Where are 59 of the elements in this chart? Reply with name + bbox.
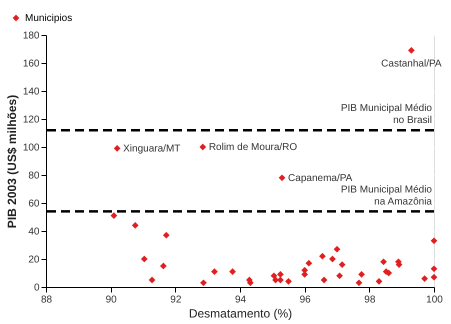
x-tick-label: 94: [234, 294, 246, 306]
point: [285, 278, 292, 285]
point: [148, 276, 156, 284]
point: [110, 212, 118, 219]
point: [199, 144, 206, 150]
y-tick-label: 100: [22, 142, 40, 154]
point: [376, 278, 382, 285]
point: [306, 260, 312, 267]
ref-line-label: PIB Municipal Médio no Brasil: [340, 103, 432, 126]
point: [211, 268, 218, 275]
point: [132, 222, 139, 229]
legend-label: Municipios: [25, 13, 72, 24]
point: [408, 47, 415, 54]
y-tick-label: 120: [22, 114, 40, 126]
x-tick-label: 90: [106, 294, 118, 306]
point: [430, 237, 438, 244]
point: [430, 265, 438, 272]
point: [160, 262, 167, 270]
annotation: Capanema/PA: [288, 172, 353, 184]
point: [320, 276, 328, 284]
y-tick-label: 60: [28, 198, 40, 210]
point: [200, 279, 207, 286]
y-tick-label: 160: [22, 58, 40, 70]
point: [358, 271, 365, 278]
x-tick-label: 92: [170, 294, 182, 306]
point: [140, 256, 148, 262]
annotation: Rolim de Moura/RO: [208, 142, 298, 153]
point: [301, 271, 308, 278]
ref-line-label: PIB Municipal Médio na Amazônia: [340, 184, 432, 208]
y-tick-label: 20: [28, 254, 40, 266]
y-axis-title: PIB 2003 (US$ milhões): [4, 94, 19, 228]
annotation: Castanhal/PA: [381, 58, 442, 70]
point: [277, 271, 284, 278]
x-tick-label: 100: [426, 294, 444, 306]
point: [380, 258, 387, 266]
point: [229, 268, 236, 275]
point: [421, 275, 428, 282]
point: [329, 256, 336, 262]
point: [114, 145, 120, 152]
point: [162, 232, 170, 239]
annotation: Xinguara/MT: [123, 143, 180, 154]
y-tick-label: 80: [28, 170, 40, 182]
point: [270, 272, 278, 280]
point: [336, 272, 343, 280]
y-tick-label: 140: [22, 86, 40, 98]
y-tick-label: 0: [34, 282, 40, 294]
point: [356, 279, 362, 286]
x-tick-label: 98: [364, 294, 376, 306]
point: [278, 174, 286, 182]
x-axis-title: Desmatamento (%): [188, 306, 292, 320]
y-tick-label: 40: [28, 226, 40, 238]
point: [334, 246, 340, 253]
x-tick-label: 96: [300, 294, 312, 306]
y-tick-label: 180: [22, 30, 40, 42]
point: [319, 252, 326, 260]
point: [430, 274, 438, 281]
point: [338, 261, 346, 268]
x-tick-label: 88: [40, 294, 52, 306]
point: [272, 276, 279, 284]
